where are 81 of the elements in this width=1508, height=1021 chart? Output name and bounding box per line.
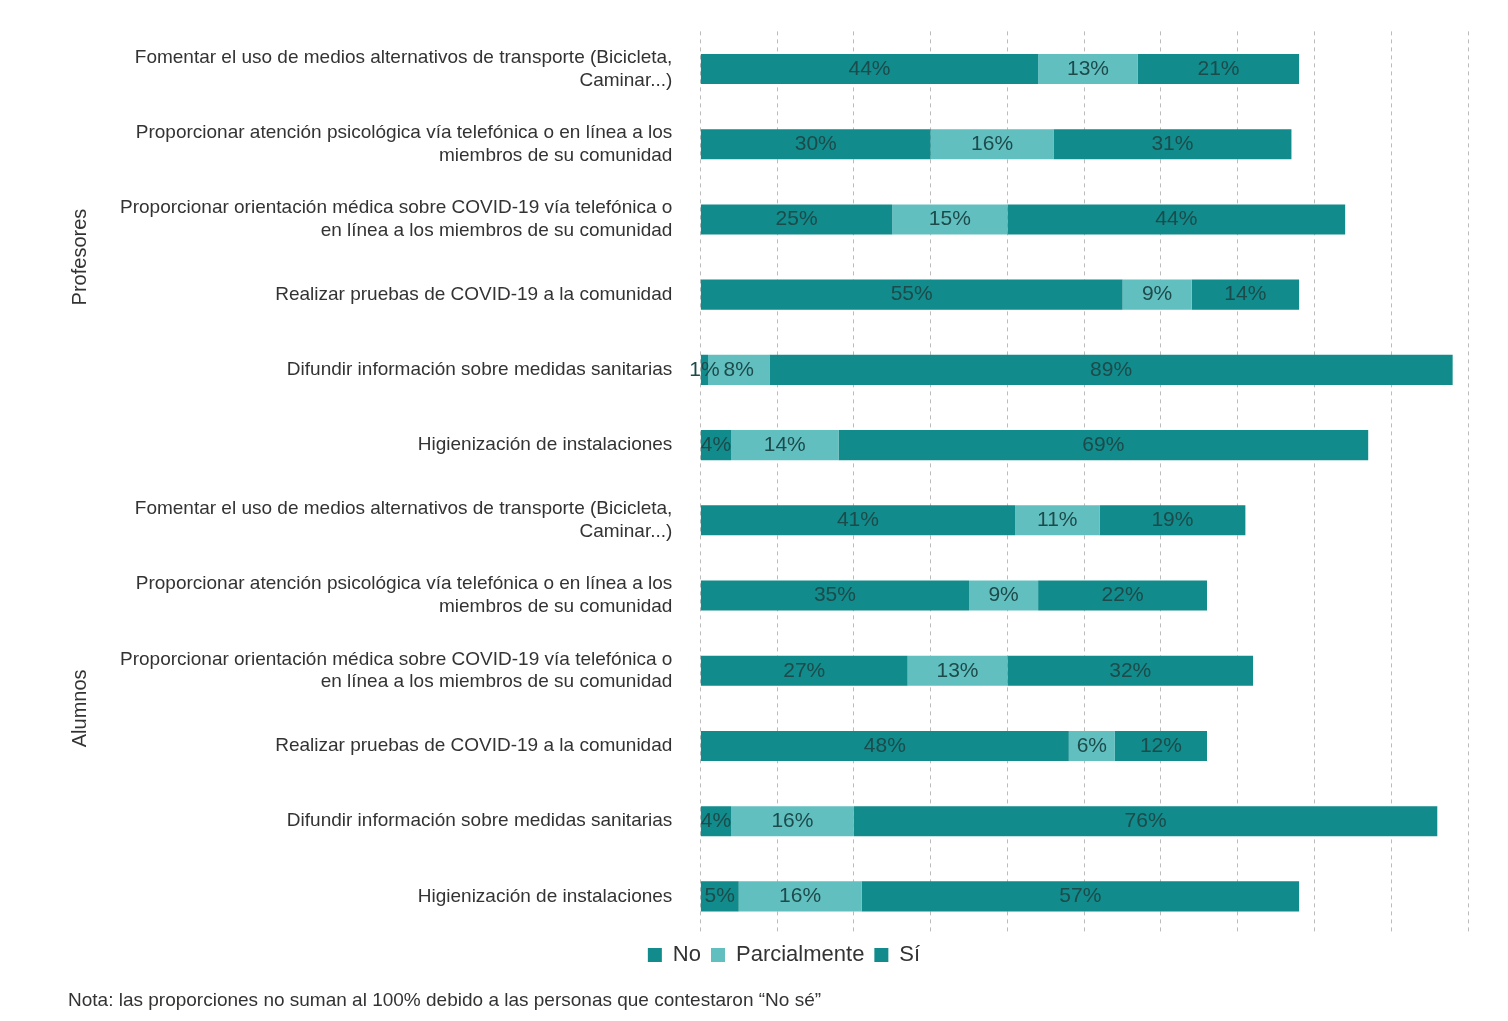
data-label: 12%: [1139, 732, 1182, 756]
data-label: 57%: [1059, 883, 1102, 907]
data-label: 4%: [700, 431, 732, 455]
legend-label: No: [672, 941, 701, 967]
bar: [700, 580, 970, 611]
data-label: 16%: [779, 883, 822, 907]
bar: [700, 655, 908, 686]
y-tick-label: Proporcionar orientación médica sobre COVID-19 vía telefónica o en línea a los miembros de su comunidad: [119, 196, 673, 241]
bar: [1038, 53, 1138, 85]
data-label: 16%: [771, 807, 814, 831]
y-tick-label: Difundir información sobre medidas sanitarias: [286, 358, 673, 380]
text: Nota: las proporciones no suman al 100% debido a las personas que contestaron “No sé”: [68, 989, 822, 1011]
bar: [853, 806, 1438, 837]
y-tick-label: Fomentar el uso de medios alternativos de transporte (Bicicleta, Caminar...): [134, 497, 673, 541]
data-label: 27%: [783, 657, 826, 681]
data-label: 22%: [1101, 582, 1144, 606]
data-label: 9%: [1141, 281, 1173, 305]
data-label: 55%: [890, 281, 933, 305]
bar: [1053, 129, 1292, 160]
data-label: 31%: [1151, 131, 1194, 155]
y-tick-label: Proporcionar orientación médica sobre COVID-19 vía telefónica o en línea a los miembros de su comunidad: [119, 647, 673, 692]
legend-label: Parcialmente: [735, 941, 865, 967]
bar: [1038, 580, 1207, 611]
bar: [861, 881, 1300, 912]
y-tick-label: Realizar pruebas de COVID-19 a la comunidad: [275, 282, 673, 304]
y-tick-label: Higienización de instalaciones: [417, 433, 673, 455]
bar: [731, 806, 854, 837]
bar: [1191, 279, 1300, 310]
data-label: 32%: [1109, 657, 1152, 681]
bar: [838, 430, 1369, 461]
data-label: 13%: [936, 657, 979, 681]
bar: [1015, 505, 1100, 536]
y-tick-label: Proporcionar atención psicológica vía telefónica o en línea a los miembros de su comunidad: [135, 572, 673, 617]
data-label: 25%: [775, 206, 818, 230]
bar: [1007, 204, 1346, 235]
y-tick-label: Realizar pruebas de COVID-19 a la comunidad: [275, 734, 673, 756]
data-label: 14%: [1224, 281, 1267, 305]
y-tick-label: Difundir información sobre medidas sanitarias: [286, 809, 673, 831]
data-label: 48%: [863, 732, 906, 756]
bar: [700, 129, 931, 160]
data-label: 89%: [1090, 356, 1133, 380]
data-label: 15%: [928, 206, 971, 230]
y-tick-label: Higienización de instalaciones: [417, 884, 673, 906]
data-label: 14%: [763, 431, 806, 455]
bar: [1007, 655, 1254, 686]
data-label: 41%: [836, 507, 879, 531]
bar: [930, 129, 1054, 160]
data-label: 5%: [704, 883, 735, 907]
y-tick-label: Proporcionar atención psicológica vía telefónica o en línea a los miembros de su comunidad: [135, 121, 673, 165]
bar: [892, 204, 1008, 235]
bar: [700, 53, 1039, 85]
data-label: 35%: [813, 582, 856, 606]
data-label: 9%: [988, 582, 1019, 606]
data-label: 8%: [723, 356, 754, 380]
bar: [700, 279, 1123, 310]
bar: [700, 730, 1069, 761]
bar: [731, 430, 839, 461]
data-label: 19%: [1151, 507, 1194, 531]
text: Profesores: [67, 208, 90, 306]
data-label: 21%: [1197, 55, 1240, 79]
bar: [1137, 53, 1300, 85]
data-label: 30%: [794, 131, 837, 155]
bar: [700, 204, 893, 235]
bar: [969, 580, 1039, 611]
bar: [700, 505, 1016, 536]
data-label: 44%: [1155, 206, 1198, 230]
bar: [738, 881, 862, 912]
legend-label: Sí: [899, 941, 921, 967]
data-label: 4%: [700, 807, 732, 831]
bar: [1099, 505, 1246, 536]
data-label: 11%: [1037, 507, 1078, 531]
y-tick-label: Fomentar el uso de medios alternativos de transporte (Bicicleta, Caminar...): [134, 45, 673, 90]
data-label: 44%: [848, 55, 891, 79]
data-label: 16%: [971, 131, 1014, 155]
data-label: 76%: [1124, 807, 1167, 831]
data-label: 13%: [1066, 55, 1110, 79]
data-label: 1%: [689, 356, 720, 380]
text: Alumnos: [67, 669, 90, 748]
data-label: 69%: [1082, 431, 1125, 455]
bar: [769, 354, 1453, 385]
data-label: 6%: [1076, 732, 1108, 756]
